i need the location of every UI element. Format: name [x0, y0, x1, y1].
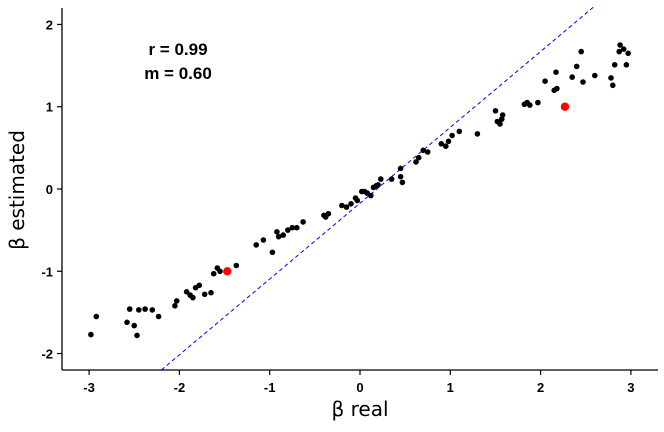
- data-point: [196, 282, 203, 289]
- data-point: [93, 313, 100, 320]
- data-point: [274, 229, 280, 235]
- data-point: [131, 322, 137, 329]
- data-point: [424, 149, 431, 155]
- data-point: [617, 42, 623, 48]
- data-point: [348, 201, 354, 207]
- data-point: [497, 121, 503, 127]
- data-point: [208, 289, 214, 296]
- y-tick-label: 1: [46, 100, 53, 115]
- data-point: [499, 112, 506, 118]
- data-point: [378, 176, 384, 182]
- highlighted-data-point: [560, 102, 570, 111]
- data-point: [420, 147, 427, 154]
- highlighted-data-point: [223, 267, 232, 276]
- data-point: [375, 182, 381, 188]
- x-tick-label: 1: [447, 380, 454, 395]
- data-point: [415, 154, 422, 161]
- data-point: [608, 75, 614, 81]
- data-point: [136, 307, 142, 313]
- x-tick-label: 0: [356, 380, 363, 395]
- data-points: [88, 42, 631, 339]
- x-axis-title: β real: [331, 397, 388, 421]
- y-axis-title: β estimated: [5, 130, 29, 250]
- data-point: [554, 85, 560, 92]
- data-point: [553, 69, 559, 75]
- data-point: [217, 268, 223, 275]
- data-point: [569, 74, 575, 80]
- data-point: [289, 224, 296, 231]
- data-point: [190, 294, 196, 301]
- data-point: [623, 62, 630, 68]
- y-tick-label: -2: [41, 347, 53, 362]
- data-point: [578, 48, 584, 55]
- data-point: [233, 262, 240, 269]
- data-point: [343, 204, 350, 210]
- slope-annotation: m = 0.60: [144, 64, 212, 83]
- x-tick-label: -1: [264, 380, 276, 395]
- identity-reference-line: [161, 5, 596, 371]
- data-point: [172, 303, 178, 309]
- data-point: [527, 102, 533, 108]
- data-point: [124, 319, 130, 326]
- x-tick-label: -2: [174, 380, 186, 395]
- data-point: [173, 298, 180, 304]
- data-point: [592, 72, 598, 79]
- data-point: [183, 289, 190, 295]
- data-point: [542, 78, 548, 84]
- data-point: [88, 331, 94, 338]
- data-point: [253, 242, 259, 248]
- data-point: [210, 270, 217, 277]
- data-point: [535, 99, 541, 106]
- data-point: [142, 306, 148, 312]
- data-point: [610, 82, 616, 89]
- data-point: [611, 62, 618, 68]
- data-point: [438, 141, 445, 147]
- data-point: [456, 128, 463, 135]
- data-point: [294, 224, 300, 231]
- data-point: [388, 176, 395, 182]
- data-point: [368, 192, 374, 199]
- data-point: [300, 219, 306, 225]
- data-point: [134, 332, 140, 339]
- data-point: [201, 291, 208, 298]
- data-point: [149, 307, 156, 313]
- y-tick-label: -1: [41, 264, 53, 279]
- data-point: [325, 210, 332, 217]
- x-tick-label: 3: [627, 380, 634, 395]
- data-point: [280, 232, 287, 238]
- data-point: [625, 50, 631, 57]
- y-tick-label: 0: [46, 182, 53, 197]
- data-point: [449, 132, 455, 139]
- data-point: [260, 237, 267, 243]
- data-point: [269, 249, 276, 256]
- data-point: [616, 48, 622, 55]
- data-point: [397, 165, 404, 172]
- data-point: [580, 79, 586, 85]
- data-point: [339, 202, 345, 209]
- data-point: [397, 173, 404, 180]
- data-point: [399, 179, 406, 186]
- data-point: [155, 313, 162, 320]
- y-ticks: -2 -1 0 1 2: [41, 17, 62, 362]
- data-point: [285, 227, 291, 233]
- correlation-annotation: r = 0.99: [148, 40, 207, 59]
- data-point: [275, 233, 282, 240]
- data-point: [445, 138, 452, 145]
- data-point: [126, 306, 133, 312]
- x-tick-label: 2: [537, 380, 544, 395]
- x-tick-label: -3: [83, 380, 95, 395]
- data-point: [443, 143, 449, 149]
- axes: -3 -2 -1 0 1 2 3 -2 -1 0 1 2: [41, 8, 658, 395]
- data-point: [413, 159, 419, 165]
- data-point: [354, 197, 361, 204]
- data-point: [620, 46, 627, 52]
- y-tick-label: 2: [46, 17, 53, 32]
- x-ticks: -3 -2 -1 0 1 2 3: [83, 370, 635, 395]
- data-point: [474, 131, 481, 137]
- data-point: [573, 63, 580, 70]
- data-point: [492, 108, 499, 114]
- plot-area: [88, 5, 631, 371]
